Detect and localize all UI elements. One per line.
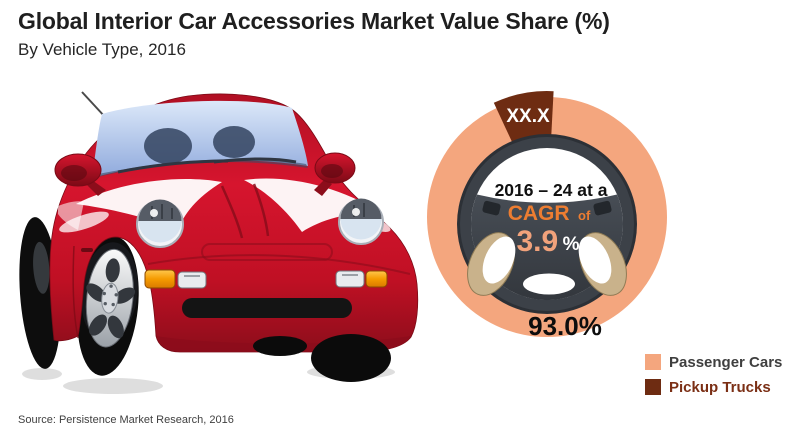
cagr-label: CAGR of (508, 202, 591, 225)
wheel-lug-nuts (102, 284, 118, 307)
car-wiper-right (213, 157, 297, 164)
car-turn-signal-right (365, 270, 388, 288)
source-attribution: Source: Persistence Market Research, 201… (18, 414, 234, 426)
car-front-left-wheel (77, 236, 139, 376)
car-fog-light-left (177, 271, 207, 289)
car-grille (182, 298, 352, 318)
page-subtitle: By Vehicle Type, 2016 (18, 40, 186, 59)
legend-swatch-passenger-cars (645, 354, 661, 370)
car-door-seam (72, 245, 79, 339)
wheel-button-pod-right (593, 200, 612, 216)
cagr-value: 3.9 % (516, 225, 579, 258)
forecast-period-label: 2016 – 24 at a (495, 180, 608, 200)
chart-legend: Passenger Cars Pickup Trucks (645, 352, 782, 402)
car-fog-light-right (335, 270, 365, 288)
car-door-handle (81, 248, 93, 252)
car-air-dam (253, 336, 307, 356)
car-headlight-left (136, 199, 184, 248)
steering-wheel (457, 134, 637, 314)
car-seat-left (144, 128, 192, 164)
car-front-right-wheel (311, 334, 391, 382)
legend-item-pickup-trucks: Pickup Trucks (645, 377, 782, 397)
car-illustration (19, 91, 419, 394)
car-turn-signal-left (144, 269, 176, 289)
wheel-spoke-holes (86, 258, 136, 339)
car-seat-right (213, 126, 255, 158)
wheel-cutout-left (482, 236, 516, 284)
legend-label-pickup-trucks: Pickup Trucks (669, 378, 771, 396)
legend-label-passenger-cars: Passenger Cars (669, 353, 783, 371)
wheel-button-pod-left (482, 200, 501, 216)
wheel-cutout-bottom (523, 273, 575, 295)
pickup-trucks-value-label: XX.X (506, 106, 550, 127)
car-mirror-left (54, 153, 106, 196)
car-hood-creases (147, 183, 411, 275)
legend-swatch-pickup-trucks (645, 379, 661, 395)
page-title: Global Interior Car Accessories Market V… (18, 8, 610, 34)
car-headlight-right (338, 198, 384, 245)
market-share-pie-chart: XX.X 2016 – 24 at a CAGR of 3.9 % 93.0% (427, 91, 667, 341)
passenger-cars-value-label: 93.0% (528, 311, 602, 341)
car-mirror-right (314, 152, 356, 196)
car-antenna (81, 91, 107, 119)
car-hood-seam (201, 243, 333, 261)
wheel-cutout-right (578, 236, 612, 284)
legend-item-passenger-cars: Passenger Cars (645, 352, 782, 372)
